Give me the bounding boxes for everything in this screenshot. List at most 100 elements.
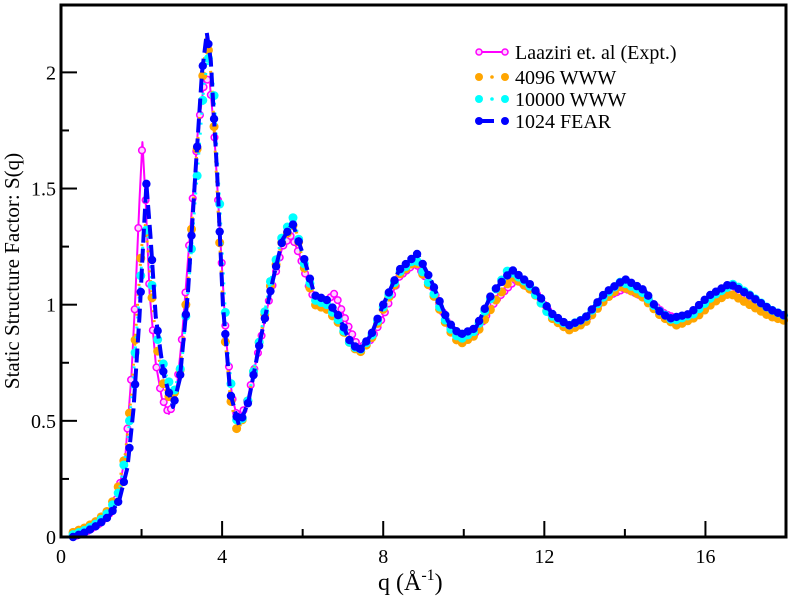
data-point [480, 304, 489, 313]
data-point [288, 220, 298, 229]
data-point [159, 398, 168, 407]
data-point [362, 337, 371, 346]
data-point [582, 312, 591, 321]
data-point [418, 259, 427, 269]
data-point [328, 303, 337, 312]
data-point [243, 399, 253, 408]
legend-label: 1024 FEAR [515, 111, 612, 133]
data-point [435, 297, 444, 306]
legend-marker [501, 95, 509, 103]
data-point [519, 275, 529, 284]
data-point [249, 370, 258, 380]
data-point [322, 295, 332, 305]
y-tick-label: 1.5 [31, 179, 56, 201]
data-point [159, 367, 168, 376]
data-point [474, 316, 484, 326]
x-tick-label: 4 [217, 546, 227, 568]
data-point [508, 266, 518, 275]
series-1024-fear [68, 30, 788, 542]
data-point [330, 289, 339, 298]
data-point [137, 146, 147, 155]
data-point [497, 277, 506, 287]
data-point [294, 237, 303, 246]
y-axis-label: Static Structure Factor: S(q) [0, 153, 24, 389]
data-point [412, 249, 422, 259]
data-point [491, 284, 501, 293]
data-point [187, 231, 196, 240]
x-tick-label: 12 [534, 546, 554, 568]
legend-marker [475, 95, 483, 103]
data-point [130, 380, 140, 389]
data-point [525, 279, 535, 289]
data-point [644, 291, 653, 300]
data-point [333, 311, 343, 320]
x-tick-label: 0 [56, 546, 66, 568]
data-point [215, 227, 224, 236]
data-point [232, 424, 242, 434]
data-point [192, 142, 202, 151]
legend-entry: 1024 FEAR [475, 111, 612, 133]
data-point [356, 344, 365, 354]
legend-marker [501, 48, 509, 56]
legend-entry: Laaziri et. al (Expt.) [475, 42, 677, 64]
data-point [305, 274, 315, 283]
data-point [221, 329, 230, 339]
data-point [390, 276, 399, 285]
data-point [288, 213, 298, 223]
data-point [134, 223, 143, 233]
data-point [102, 513, 112, 523]
y-tick-label: 1 [46, 295, 56, 317]
x-tick-label: 8 [378, 546, 388, 568]
legend-label: 10000 WWW [515, 89, 626, 111]
data-point [226, 391, 236, 401]
data-point [345, 335, 354, 345]
data-point [209, 114, 219, 124]
data-point [423, 277, 433, 287]
data-point [136, 287, 145, 297]
y-tick-label: 0.5 [31, 411, 56, 433]
data-point [113, 497, 123, 506]
data-point [340, 314, 350, 323]
plot-frame [59, 3, 788, 539]
data-point [503, 271, 512, 280]
legend-marker [475, 48, 483, 56]
legend-marker [501, 117, 509, 125]
data-point [441, 310, 450, 320]
data-point [176, 370, 185, 379]
data-point [119, 460, 129, 470]
legend-line [490, 97, 494, 101]
series-layer [68, 30, 789, 542]
legend-entry: 10000 WWW [475, 89, 626, 111]
data-point [339, 323, 348, 332]
legend-marker [475, 117, 483, 125]
data-point [238, 413, 247, 422]
axes-layer: 0 4 8 12 16 0 0.5 1 1.5 2 [31, 62, 715, 568]
y-tick-label: 0 [46, 527, 56, 549]
x-axis-label-main: q (Å [378, 570, 422, 596]
data-point [587, 305, 597, 314]
legend-entry: 4096 WWW [475, 67, 616, 89]
data-point [170, 396, 179, 405]
data-point [649, 300, 659, 309]
data-point [638, 285, 647, 294]
data-point [164, 388, 174, 397]
series-line [72, 47, 787, 537]
legend-label: Laaziri et. al (Expt.) [515, 42, 677, 64]
data-point [266, 286, 275, 296]
data-point [333, 296, 342, 305]
data-point [271, 262, 281, 271]
data-point [379, 300, 388, 309]
data-point [700, 295, 709, 305]
legend-label: 4096 WWW [515, 67, 616, 89]
data-point [486, 292, 495, 301]
y-tick-label: 2 [46, 62, 56, 84]
data-point [542, 301, 551, 311]
series-10000-www [68, 47, 789, 540]
legend-marker [475, 73, 483, 81]
data-point [283, 227, 292, 237]
data-point [260, 314, 270, 323]
data-point [593, 298, 602, 307]
legend-line [490, 75, 494, 79]
